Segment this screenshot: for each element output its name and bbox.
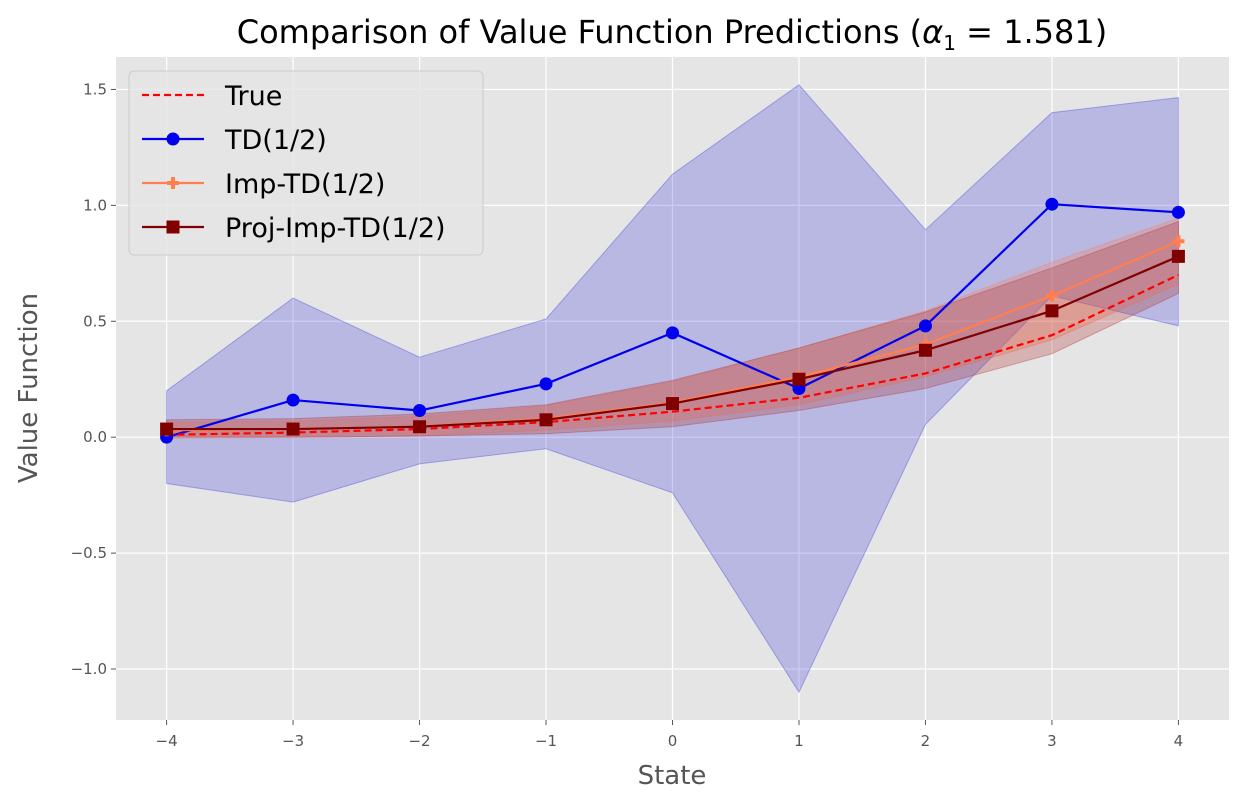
x-tick-label: −4 bbox=[156, 732, 178, 750]
error-bands bbox=[166, 84, 1179, 694]
chart-title-suffix: = 1.581) bbox=[956, 13, 1107, 51]
x-axis-label: State bbox=[638, 761, 707, 791]
y-tick-label: −0.5 bbox=[71, 544, 107, 562]
x-axis-ticks: −4 −3 −2 −1 0 1 2 3 4 bbox=[156, 720, 1184, 750]
x-tick-label: −2 bbox=[408, 732, 430, 750]
chart-title: Comparison of Value Function Predictions… bbox=[237, 13, 1107, 55]
legend-marker-td-1-2- bbox=[166, 132, 180, 146]
band-imp-td-1-2- bbox=[166, 217, 1179, 439]
point-imp-td-1-2- bbox=[1172, 235, 1185, 248]
point-proj-imp-td-1-2- bbox=[792, 372, 806, 386]
band-proj-imp-td-1-2- bbox=[166, 220, 1179, 438]
x-tick-label: 1 bbox=[794, 732, 804, 750]
point-proj-imp-td-1-2- bbox=[1171, 249, 1185, 263]
legend-label-true: True bbox=[224, 81, 282, 112]
y-axis-label: Value Function bbox=[14, 293, 44, 483]
legend-frame bbox=[128, 70, 484, 256]
band-td-1-2- bbox=[166, 84, 1179, 694]
point-imp-td-1-2- bbox=[1045, 289, 1058, 302]
x-tick-label: −3 bbox=[282, 732, 304, 750]
y-tick-label: 1.0 bbox=[83, 196, 107, 214]
point-td-1-2- bbox=[539, 377, 553, 391]
point-td-1-2- bbox=[413, 404, 427, 418]
x-tick-label: 2 bbox=[921, 732, 931, 750]
point-proj-imp-td-1-2- bbox=[918, 343, 932, 357]
point-td-1-2- bbox=[1045, 197, 1059, 211]
legend-marker-imp-td-1-2- bbox=[167, 177, 179, 189]
legend-label-proj-imp-td-1-2-: Proj-Imp-TD(1/2) bbox=[225, 213, 446, 244]
x-tick-label: 3 bbox=[1047, 732, 1057, 750]
point-proj-imp-td-1-2- bbox=[160, 422, 174, 436]
y-axis-ticks: −1.0 −0.5 0.0 0.5 1.0 1.5 bbox=[71, 80, 116, 678]
chart-title-symbol: α bbox=[922, 13, 943, 51]
point-proj-imp-td-1-2- bbox=[286, 422, 300, 436]
x-tick-label: −1 bbox=[535, 732, 557, 750]
x-tick-label: 4 bbox=[1174, 732, 1184, 750]
legend-label-td-1-2-: TD(1/2) bbox=[224, 125, 327, 156]
point-td-1-2- bbox=[1171, 205, 1185, 219]
chart-title-subscript: 1 bbox=[943, 31, 956, 55]
y-tick-label: 0.0 bbox=[83, 428, 107, 446]
legend-label-imp-td-1-2-: Imp-TD(1/2) bbox=[225, 169, 385, 200]
y-tick-label: −1.0 bbox=[71, 660, 107, 678]
legend-marker-proj-imp-td-1-2- bbox=[166, 220, 180, 234]
y-tick-label: 0.5 bbox=[83, 312, 107, 330]
point-proj-imp-td-1-2- bbox=[413, 420, 427, 434]
point-proj-imp-td-1-2- bbox=[539, 413, 553, 427]
point-td-1-2- bbox=[286, 393, 300, 407]
x-tick-label: 0 bbox=[668, 732, 678, 750]
point-td-1-2- bbox=[918, 319, 932, 333]
y-tick-label: 1.5 bbox=[83, 80, 107, 98]
chart-title-prefix: Comparison of Value Function Predictions… bbox=[237, 13, 922, 51]
line-true bbox=[166, 273, 1179, 436]
series-markers bbox=[160, 197, 1185, 444]
point-td-1-2- bbox=[666, 326, 679, 340]
legend: True TD(1/2) Imp-TD(1/2) Proj-Imp-TD(1/2) bbox=[128, 70, 484, 256]
point-proj-imp-td-1-2- bbox=[666, 397, 679, 411]
point-proj-imp-td-1-2- bbox=[1045, 304, 1059, 318]
